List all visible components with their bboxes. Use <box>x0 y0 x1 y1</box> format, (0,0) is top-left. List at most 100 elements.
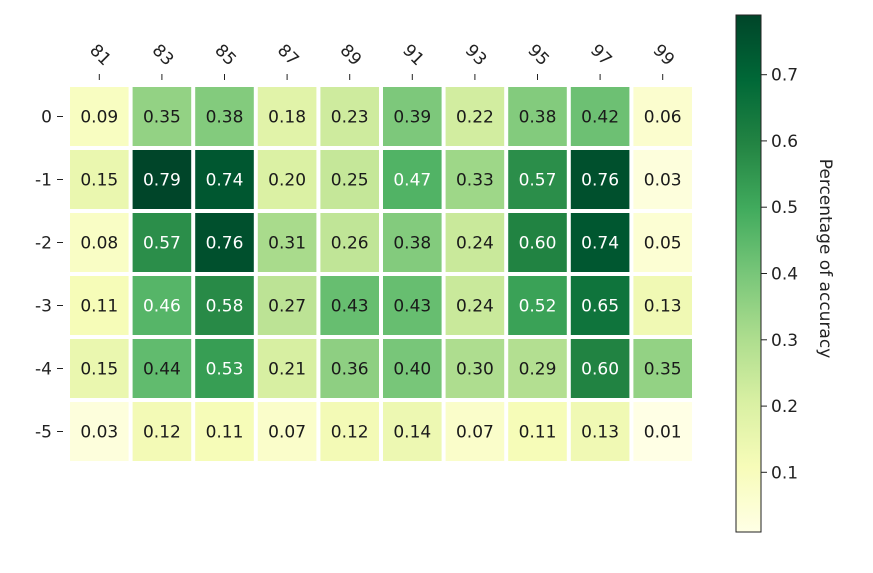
x-tick-label: 81 <box>85 41 114 70</box>
cell-value-label: 0.42 <box>581 108 619 128</box>
heatmap-cell <box>195 87 254 146</box>
heatmap-cell <box>320 339 379 398</box>
cell-value-label: 0.58 <box>206 297 244 317</box>
heatmap-cell <box>633 276 692 335</box>
heatmap-cell <box>70 276 129 335</box>
cell-value-label: 0.11 <box>206 423 244 443</box>
x-tick-label: 85 <box>210 41 239 70</box>
colorbar-gradient <box>735 14 762 533</box>
y-axis-ticks: 0 -1 -2 -3 -4 -5 <box>35 108 63 443</box>
colorbar-tick-label: 0.5 <box>771 198 798 218</box>
heatmap-cell <box>570 276 630 335</box>
x-tick-label: 93 <box>461 41 490 70</box>
cell-value-label: 0.21 <box>268 360 306 380</box>
heatmap-cell <box>508 276 567 335</box>
cell-value-label: 0.74 <box>206 171 244 191</box>
x-axis-ticks: 81 83 85 87 89 91 93 95 97 99 <box>85 41 678 80</box>
heatmap-cell <box>445 213 505 272</box>
cell-value-label: 0.35 <box>644 360 682 380</box>
cell-value-label: 0.13 <box>581 423 619 443</box>
cell-value-label: 0.15 <box>80 360 118 380</box>
cell-value-label: 0.35 <box>143 108 181 128</box>
heatmap-cell <box>633 339 692 398</box>
cell-value-label: 0.43 <box>393 297 431 317</box>
cell-value-label: 0.76 <box>206 234 244 254</box>
y-tick-label: -2 <box>35 234 52 254</box>
heatmap-cell <box>132 402 192 461</box>
heatmap-cell <box>320 402 379 461</box>
cell-value-label: 0.60 <box>581 360 619 380</box>
cell-value-label: 0.38 <box>206 108 244 128</box>
heatmap-cell <box>195 276 254 335</box>
cell-value-label: 0.12 <box>143 423 181 443</box>
cell-value-label: 0.40 <box>393 360 431 380</box>
heatmap-cell <box>257 150 317 209</box>
heatmap-cell <box>257 87 317 146</box>
x-tick-label: 83 <box>148 41 177 70</box>
cell-value-label: 0.23 <box>331 108 369 128</box>
heatmap-cell <box>570 87 630 146</box>
heatmap-cell <box>633 150 692 209</box>
cell-value-label: 0.15 <box>80 171 118 191</box>
cell-value-label: 0.08 <box>80 234 118 254</box>
heatmap-cell <box>383 339 442 398</box>
heatmap-cell <box>508 87 567 146</box>
heatmap-cell <box>570 402 630 461</box>
heatmap-cell <box>570 150 630 209</box>
heatmap-cell <box>320 213 379 272</box>
cell-value-label: 0.24 <box>456 234 494 254</box>
x-tick-label: 95 <box>523 41 552 70</box>
x-tick-label: 99 <box>649 41 678 70</box>
heatmap-cell <box>132 339 192 398</box>
cell-value-label: 0.11 <box>80 297 118 317</box>
heatmap-cell <box>257 213 317 272</box>
colorbar-tick-label: 0.3 <box>771 331 798 351</box>
cell-value-label: 0.18 <box>268 108 306 128</box>
cell-value-label: 0.60 <box>519 234 557 254</box>
cell-value-label: 0.14 <box>393 423 431 443</box>
heatmap-cells: 0.09 0.35 0.38 0.18 0.23 0.39 0.22 0.38 0.42 0.06… <box>70 87 692 461</box>
heatmap-cell <box>383 213 442 272</box>
y-tick-label: -1 <box>35 171 52 191</box>
heatmap-cell <box>257 276 317 335</box>
heatmap-cell <box>508 213 567 272</box>
colorbar-tick-label: 0.2 <box>771 397 798 417</box>
cell-value-label: 0.27 <box>268 297 306 317</box>
y-tick-label: -3 <box>35 297 52 317</box>
heatmap-cell <box>570 213 630 272</box>
cell-value-label: 0.47 <box>393 171 431 191</box>
heatmap-cell <box>132 87 192 146</box>
heatmap-cell <box>570 339 630 398</box>
cell-value-label: 0.44 <box>143 360 181 380</box>
heatmap-cell <box>132 213 192 272</box>
colorbar-tick-label: 0.6 <box>771 132 798 152</box>
cell-value-label: 0.38 <box>519 108 557 128</box>
cell-value-label: 0.30 <box>456 360 494 380</box>
heatmap-cell <box>195 402 254 461</box>
heatmap-cell <box>508 339 567 398</box>
cell-value-label: 0.07 <box>268 423 306 443</box>
heatmap-cell <box>445 339 505 398</box>
cell-value-label: 0.79 <box>143 171 181 191</box>
cell-value-label: 0.31 <box>268 234 306 254</box>
cell-value-label: 0.33 <box>456 171 494 191</box>
cell-value-label: 0.46 <box>143 297 181 317</box>
heatmap-cell <box>633 87 692 146</box>
colorbar: 0.1 0.2 0.3 0.4 0.5 0.6 0.7 Percentage of accu… <box>735 14 835 533</box>
colorbar-tick-label: 0.7 <box>771 66 798 86</box>
heatmap-cell <box>132 150 192 209</box>
x-tick-label: 91 <box>398 41 427 70</box>
heatmap-cell <box>195 213 254 272</box>
cell-value-label: 0.26 <box>331 234 369 254</box>
heatmap-cell <box>633 402 692 461</box>
colorbar-tick-label: 0.1 <box>771 463 798 483</box>
x-tick-label: 89 <box>336 41 365 70</box>
y-tick-label: -4 <box>35 360 52 380</box>
cell-value-label: 0.05 <box>644 234 682 254</box>
cell-value-label: 0.36 <box>331 360 369 380</box>
heatmap-cell <box>383 402 442 461</box>
cell-value-label: 0.13 <box>644 297 682 317</box>
heatmap-cell <box>508 402 567 461</box>
cell-value-label: 0.74 <box>581 234 619 254</box>
cell-value-label: 0.06 <box>644 108 682 128</box>
